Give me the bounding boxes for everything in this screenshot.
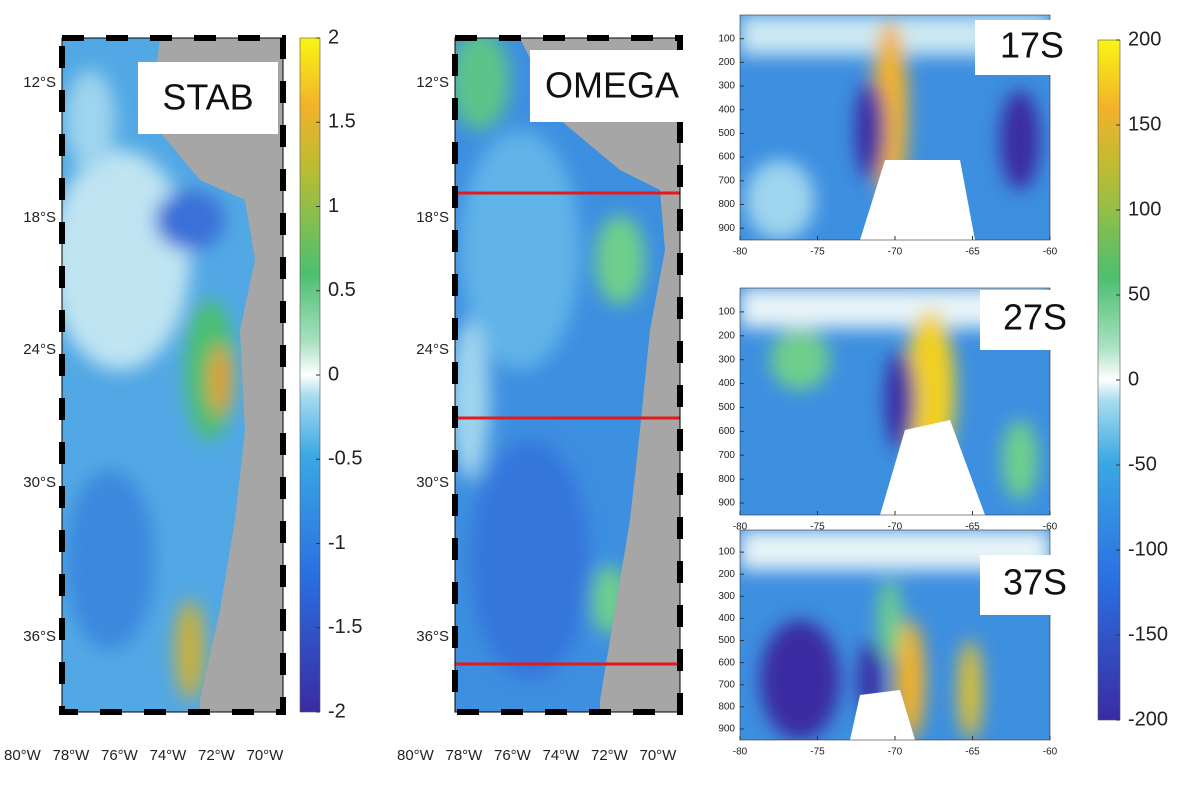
x-tick-label: -65 bbox=[965, 522, 980, 533]
lon-label: 72°W bbox=[591, 747, 629, 764]
lat-label: 12°S bbox=[416, 74, 449, 91]
colorbar-label: -1 bbox=[328, 532, 346, 554]
lon-label: 78°W bbox=[53, 747, 91, 764]
x-tick-label: -80 bbox=[733, 747, 748, 758]
colorbar-label: -150 bbox=[1128, 623, 1168, 645]
y-tick-label: 200 bbox=[718, 57, 735, 68]
y-tick-label: 900 bbox=[718, 223, 735, 234]
colorbar-label: -100 bbox=[1128, 538, 1168, 560]
colorbar-label: 0 bbox=[328, 363, 339, 385]
lon-label: 70°W bbox=[247, 747, 285, 764]
y-tick-label: 800 bbox=[718, 474, 735, 485]
colorbar-label: -0.5 bbox=[328, 448, 362, 470]
y-tick-label: 700 bbox=[718, 175, 735, 186]
x-tick-label: -60 bbox=[1043, 747, 1058, 758]
y-tick-label: 200 bbox=[718, 330, 735, 341]
lon-label: 70°W bbox=[640, 747, 678, 764]
colorbar-label: 150 bbox=[1128, 113, 1161, 135]
map-omega bbox=[455, 38, 680, 712]
colorbar-label: -1.5 bbox=[328, 616, 362, 638]
lon-label: 80°W bbox=[397, 747, 435, 764]
y-tick-label: 500 bbox=[718, 635, 735, 646]
lat-label: 36°S bbox=[23, 628, 56, 645]
lon-label: 74°W bbox=[543, 747, 581, 764]
y-tick-label: 800 bbox=[718, 701, 735, 712]
lat-label: 24°S bbox=[23, 341, 56, 358]
x-tick-label: -60 bbox=[1043, 247, 1058, 258]
colorbar-label: 0 bbox=[1128, 368, 1139, 390]
colorbar-label: 2 bbox=[328, 26, 339, 48]
lon-label: 74°W bbox=[150, 747, 188, 764]
y-tick-label: 200 bbox=[718, 569, 735, 580]
colorbar-label: -50 bbox=[1128, 453, 1157, 475]
x-tick-label: -60 bbox=[1043, 522, 1058, 533]
y-tick-label: 800 bbox=[718, 199, 735, 210]
x-tick-label: -80 bbox=[733, 522, 748, 533]
lat-label: 24°S bbox=[416, 341, 449, 358]
y-tick-label: 400 bbox=[718, 378, 735, 389]
y-tick-label: 100 bbox=[718, 307, 735, 318]
x-tick-label: -75 bbox=[810, 747, 825, 758]
section-field bbox=[740, 288, 1050, 515]
colorbar-label: 50 bbox=[1128, 283, 1150, 305]
section-label: 37S bbox=[1003, 562, 1067, 603]
y-tick-label: 400 bbox=[718, 613, 735, 624]
lon-label: 80°W bbox=[4, 747, 42, 764]
colorbar-label: -200 bbox=[1128, 708, 1168, 730]
lat-label: 36°S bbox=[416, 628, 449, 645]
section-label: 27S bbox=[1003, 297, 1067, 338]
lon-label: 76°W bbox=[494, 747, 532, 764]
lat-label: 30°S bbox=[23, 474, 56, 491]
y-tick-label: 900 bbox=[718, 724, 735, 735]
x-tick-label: -80 bbox=[733, 247, 748, 258]
colorbar-label: 200 bbox=[1128, 28, 1161, 50]
y-tick-label: 700 bbox=[718, 679, 735, 690]
x-tick-label: -75 bbox=[810, 522, 825, 533]
y-tick-label: 600 bbox=[718, 152, 735, 163]
y-tick-label: 700 bbox=[718, 450, 735, 461]
y-tick-label: 100 bbox=[718, 33, 735, 44]
map-label: OMEGA bbox=[545, 65, 679, 106]
y-tick-label: 400 bbox=[718, 104, 735, 115]
y-tick-label: 300 bbox=[718, 81, 735, 92]
y-tick-label: 600 bbox=[718, 426, 735, 437]
colorbar-label: 1.5 bbox=[328, 111, 356, 133]
map-label: STAB bbox=[162, 77, 253, 118]
map-stab bbox=[62, 38, 283, 712]
lat-label: 30°S bbox=[416, 474, 449, 491]
y-tick-label: 100 bbox=[718, 547, 735, 558]
x-tick-label: -70 bbox=[888, 522, 903, 533]
y-tick-label: 500 bbox=[718, 128, 735, 139]
y-tick-label: 500 bbox=[718, 402, 735, 413]
x-tick-label: -70 bbox=[888, 247, 903, 258]
x-tick-label: -65 bbox=[965, 747, 980, 758]
y-tick-label: 300 bbox=[718, 591, 735, 602]
colorbar-label: 100 bbox=[1128, 198, 1161, 220]
colorbar-label: 0.5 bbox=[328, 279, 356, 301]
colorbar-label: 1 bbox=[328, 195, 339, 217]
y-tick-label: 300 bbox=[718, 354, 735, 365]
lat-label: 18°S bbox=[23, 209, 56, 226]
section-label: 17S bbox=[1000, 25, 1064, 66]
lon-label: 78°W bbox=[446, 747, 484, 764]
x-tick-label: -65 bbox=[965, 247, 980, 258]
y-tick-label: 600 bbox=[718, 657, 735, 668]
lat-label: 12°S bbox=[23, 74, 56, 91]
lon-label: 72°W bbox=[198, 747, 236, 764]
x-tick-label: -75 bbox=[810, 247, 825, 258]
lat-label: 18°S bbox=[416, 209, 449, 226]
lon-label: 76°W bbox=[101, 747, 139, 764]
x-tick-label: -70 bbox=[888, 747, 903, 758]
y-tick-label: 900 bbox=[718, 498, 735, 509]
colorbar-label: -2 bbox=[328, 700, 346, 722]
